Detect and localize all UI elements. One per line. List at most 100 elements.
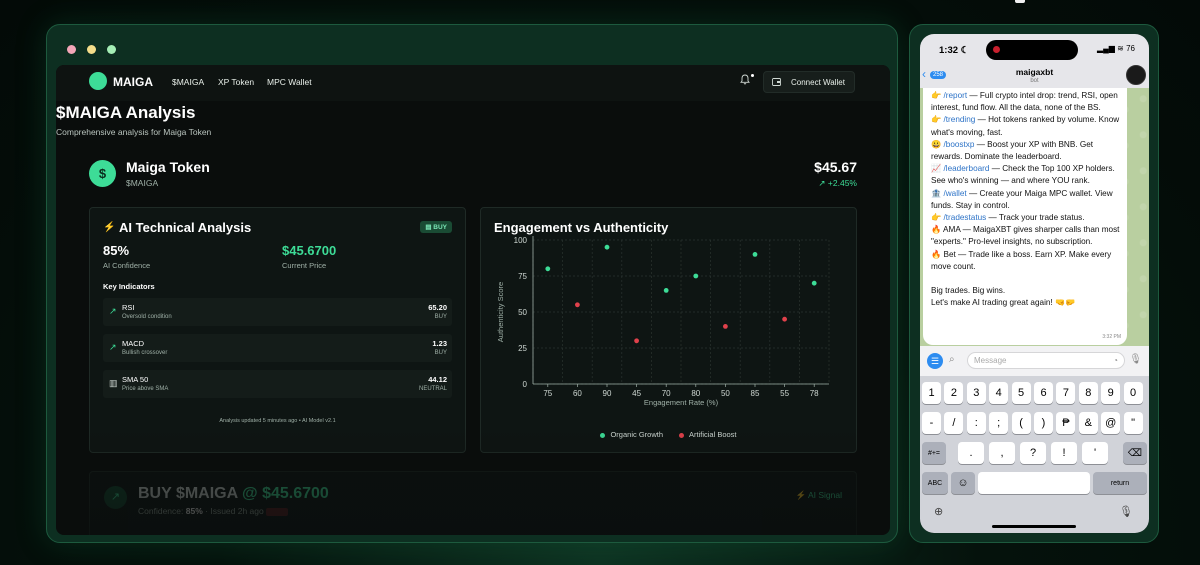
menu-icon[interactable]: ☰ xyxy=(927,353,943,369)
buy-badge: ▤ BUY xyxy=(420,221,452,233)
indicator-value: 65.20 xyxy=(428,303,447,312)
message-line: 👉 /trending — Hot tokens ranked by volum… xyxy=(931,114,1120,138)
key-2[interactable]: 2 xyxy=(944,382,964,404)
key-more-symbols[interactable]: #+= xyxy=(922,442,946,464)
unread-count-badge[interactable]: 258 xyxy=(930,71,947,79)
minimize-window-button[interactable] xyxy=(87,45,96,54)
message-line: 👉 /report — Full crypto intel drop: tren… xyxy=(931,90,1120,114)
ai-signal-label: AI Signal xyxy=(807,490,842,500)
y-tick-label: 25 xyxy=(518,344,527,353)
chart-title: Engagement vs Authenticity xyxy=(494,220,669,235)
key-8[interactable]: 8 xyxy=(1078,382,1098,404)
signal-risk-badge xyxy=(266,507,289,516)
bot-command-link[interactable]: /report xyxy=(943,91,968,100)
key-5[interactable]: 5 xyxy=(1011,382,1031,404)
chart-legend: Organic Growth Artificial Boost xyxy=(481,430,856,439)
bot-name[interactable]: maigaxbt xyxy=(1015,67,1054,77)
key-punctuation[interactable]: . xyxy=(958,442,984,464)
bot-command-link[interactable]: /trending xyxy=(943,115,976,125)
key-4[interactable]: 4 xyxy=(989,382,1009,404)
nav-link-xp-token[interactable]: XP Token xyxy=(218,77,255,87)
key-symbol[interactable]: ( xyxy=(1011,412,1031,434)
indicator-desc: Bullish crossover xyxy=(122,350,168,356)
microphone-icon[interactable]: 🎙 xyxy=(1129,354,1142,365)
key-7[interactable]: 7 xyxy=(1056,382,1076,404)
message-line: 👉 /tradestatus — Track your trade status… xyxy=(931,212,1120,224)
bot-command-link[interactable]: /tradestatus xyxy=(943,213,987,223)
buy-signal-card[interactable]: ↗ BUY $MAIGA @ $45.6700 Confidence: 85% … xyxy=(89,471,857,535)
logo-icon[interactable] xyxy=(89,72,107,90)
moon-icon: ☾ xyxy=(960,45,970,56)
indicator-row-sma50[interactable]: ▥ SMA 50 Price above SMA 44.12 NEUTRAL xyxy=(103,370,452,398)
bot-message-bubble[interactable]: 👉 /report — Full crypto intel drop: tren… xyxy=(923,88,1127,345)
key-3[interactable]: 3 xyxy=(966,382,986,404)
nav-link-maiga[interactable]: $MAIGA xyxy=(172,77,205,87)
bot-command-link[interactable]: /leaderboard xyxy=(943,164,990,174)
key-0[interactable]: 0 xyxy=(1123,382,1143,404)
signal-issued: · Issued 2h ago xyxy=(205,506,264,516)
scatter-point xyxy=(782,316,787,322)
bot-command-link[interactable]: /wallet xyxy=(943,188,967,198)
backspace-key[interactable]: ⌫ xyxy=(1123,442,1147,464)
key-symbol[interactable]: & xyxy=(1078,412,1098,434)
maximize-window-button[interactable] xyxy=(107,45,116,54)
key-punctuation[interactable]: ! xyxy=(1051,442,1077,464)
message-text: — Create your Maiga MPC wallet. View fun… xyxy=(931,188,1113,210)
key-symbol[interactable]: @ xyxy=(1101,412,1121,434)
return-key[interactable]: return xyxy=(1093,472,1147,494)
key-punctuation[interactable]: , xyxy=(989,442,1015,464)
key-abc[interactable]: ABC xyxy=(922,472,948,494)
key-symbol[interactable]: ) xyxy=(1034,412,1053,434)
bot-command-link[interactable]: /boostxp xyxy=(943,139,975,149)
scatter-point xyxy=(634,338,639,344)
indicator-row-rsi[interactable]: ↗ RSI Oversold condition 65.20 BUY xyxy=(103,298,452,326)
key-9[interactable]: 9 xyxy=(1101,382,1121,404)
indicator-signal: BUY xyxy=(434,314,447,320)
globe-icon[interactable]: ⊕ xyxy=(934,506,944,518)
token-change: ↗ +2.45% xyxy=(818,178,857,189)
indicator-row-macd[interactable]: ↗ MACD Bullish crossover 1.23 BUY xyxy=(103,334,452,362)
back-arrow-icon[interactable]: ‹ xyxy=(922,67,926,81)
scatter-point xyxy=(752,252,758,257)
message-line: 🔥 AMA — MaigaXBT gives sharper calls tha… xyxy=(931,224,1120,248)
connect-wallet-button[interactable]: Connect Wallet xyxy=(763,71,855,93)
close-window-button[interactable] xyxy=(67,45,76,54)
key-punctuation[interactable]: ' xyxy=(1082,442,1108,464)
key-symbol[interactable]: " xyxy=(1123,412,1143,434)
legend-organic[interactable]: Organic Growth xyxy=(600,430,663,439)
emoji-key[interactable]: ☺ xyxy=(951,472,975,494)
time-text: 1:32 xyxy=(939,45,959,56)
dictation-icon[interactable]: 🎙 xyxy=(1119,506,1133,518)
doc-icon: ▤ xyxy=(425,224,434,231)
x-tick-label: 90 xyxy=(603,389,612,398)
key-6[interactable]: 6 xyxy=(1034,382,1053,404)
key-1[interactable]: 1 xyxy=(922,382,941,404)
emoji-icon: 🏦 xyxy=(931,188,942,198)
key-symbol[interactable]: / xyxy=(944,412,964,434)
space-key[interactable] xyxy=(978,472,1090,494)
bell-icon[interactable] xyxy=(740,74,754,88)
trend-up-icon: ↗ xyxy=(109,342,117,352)
key-symbol[interactable]: ; xyxy=(989,412,1009,434)
engagement-chart-card: Engagement vs Authenticity 0 25 50 75 100 75 6… xyxy=(480,207,857,453)
x-tick-label: 78 xyxy=(810,389,819,398)
avatar[interactable] xyxy=(1126,65,1146,85)
sticker-icon[interactable]: ◔ xyxy=(1113,356,1118,365)
logo-text[interactable]: MAIGA xyxy=(113,75,153,89)
key-symbol[interactable]: ₱ xyxy=(1056,412,1076,434)
window-controls xyxy=(67,45,116,54)
chat-area[interactable]: 👉 /report — Full crypto intel drop: tren… xyxy=(920,88,1149,346)
x-axis-label: Engagement Rate (%) xyxy=(644,398,719,407)
key-symbol[interactable]: : xyxy=(966,412,986,434)
y-tick-label: 75 xyxy=(518,272,527,281)
message-line: 🔥 Bet — Trade like a boss. Earn XP. Make… xyxy=(931,249,1120,273)
key-symbol[interactable]: - xyxy=(922,412,941,434)
message-closing-2: Let's make AI trading great again! 🤜🤛 xyxy=(931,298,1076,308)
legend-artificial[interactable]: Artificial Boost xyxy=(679,430,737,439)
attach-icon[interactable]: ⌕ xyxy=(949,354,955,365)
x-tick-label: 75 xyxy=(543,389,552,398)
emoji-icon: 🔥 xyxy=(931,249,942,259)
key-punctuation[interactable]: ? xyxy=(1020,442,1046,464)
message-input[interactable]: Message ◔ xyxy=(967,352,1125,369)
nav-link-mpc-wallet[interactable]: MPC Wallet xyxy=(267,77,312,87)
